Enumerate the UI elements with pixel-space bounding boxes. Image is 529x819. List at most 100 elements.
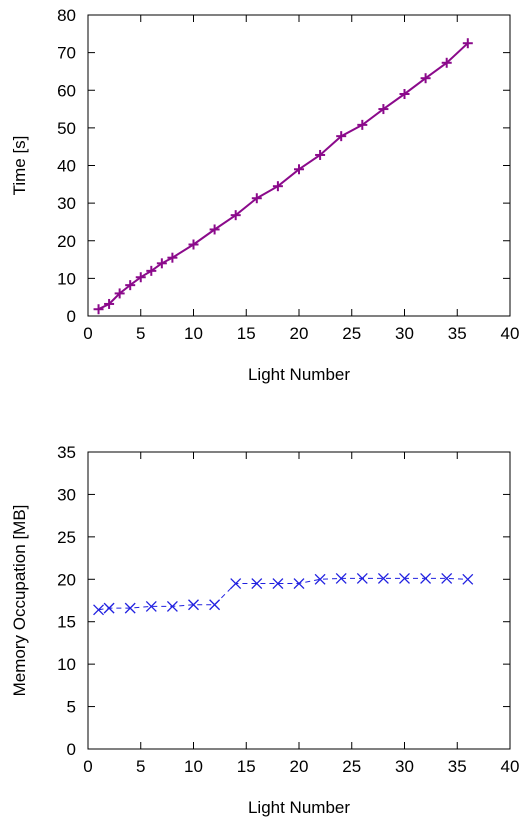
y-axis-label: Time [s] — [10, 136, 29, 196]
data-point — [462, 38, 473, 49]
data-point — [114, 288, 125, 299]
y-tick-label: 30 — [57, 194, 76, 213]
marker-d2 — [420, 572, 432, 584]
marker-d2 — [103, 602, 115, 614]
x-tick-label: 0 — [83, 324, 92, 343]
x-tick-label: 0 — [83, 757, 92, 776]
data-point — [272, 181, 283, 192]
y-tick-label: 5 — [67, 698, 76, 717]
data-point — [377, 572, 389, 584]
x-tick-label: 40 — [501, 757, 520, 776]
series-line — [98, 577, 468, 611]
marker-d2 — [230, 578, 242, 589]
plot-frame — [87, 451, 511, 750]
chart-1: 0 5 10 15 20 25 30 35 40 0 10 20 30 40 50 60 70 80 Light N… — [10, 6, 519, 384]
y-tick-label: 10 — [57, 269, 76, 288]
data-point — [93, 604, 105, 616]
marker-d2 — [335, 572, 347, 584]
x-axis-label: Light Number — [248, 365, 350, 384]
y-tick-label: 30 — [57, 485, 76, 504]
y-tick-label: 25 — [57, 528, 76, 547]
marker-d2 — [399, 572, 410, 584]
x-tick-label: 30 — [395, 324, 414, 343]
data-point — [251, 193, 262, 204]
x-tick-label: 35 — [448, 324, 467, 343]
x-tick-label: 40 — [501, 324, 520, 343]
data-point — [156, 258, 167, 269]
data-point — [188, 599, 199, 611]
x-axis-label: Light Number — [248, 798, 350, 817]
marker-d2 — [124, 602, 136, 614]
y-tick-label: 20 — [57, 232, 76, 251]
data-point — [125, 280, 136, 291]
x-tick-label: 25 — [342, 324, 361, 343]
data-point — [336, 131, 347, 142]
y-tick-label: 60 — [57, 81, 76, 100]
marker-d2 — [209, 599, 221, 611]
x-tick-label: 5 — [136, 757, 145, 776]
data-point — [124, 602, 136, 614]
marker-d2 — [314, 573, 326, 585]
x-tick-label: 10 — [184, 324, 203, 343]
data-point — [145, 600, 157, 612]
x-tick-label: 25 — [342, 757, 361, 776]
data-point — [135, 272, 146, 283]
marker-d2 — [462, 573, 474, 585]
y-tick-label: 10 — [57, 655, 76, 674]
marker-d2 — [188, 599, 199, 611]
y-tick-label: 50 — [57, 119, 76, 138]
x-tick-label: 20 — [290, 324, 309, 343]
marker-d2 — [145, 600, 157, 612]
marker-d2 — [251, 578, 263, 589]
data-point — [209, 599, 221, 611]
data-point — [166, 600, 178, 612]
data-point — [420, 73, 431, 84]
data-point — [272, 578, 284, 589]
data-point — [93, 304, 104, 315]
data-point — [378, 104, 389, 115]
marker-d2 — [93, 604, 105, 616]
series-line — [98, 42, 469, 311]
x-tick-label: 15 — [237, 324, 256, 343]
y-tick-label: 80 — [57, 6, 76, 25]
x-tick-label: 15 — [237, 757, 256, 776]
data-point — [420, 572, 432, 584]
data-point — [146, 265, 157, 276]
x-tick-label: 5 — [136, 324, 145, 343]
data-point — [230, 578, 242, 589]
data-point — [399, 89, 410, 100]
chart-2: 0 5 10 15 20 25 30 35 40 0 5 10 15 20 25 30 35 Light Numb… — [10, 443, 519, 817]
data-point — [356, 572, 368, 584]
data-point — [314, 573, 326, 585]
data-point — [103, 602, 115, 614]
y-tick-label: 20 — [57, 570, 76, 589]
data-point — [315, 149, 326, 160]
y-tick-label: 40 — [57, 157, 76, 176]
data-point — [209, 224, 220, 235]
marker-d2 — [293, 578, 305, 589]
data-point — [335, 572, 347, 584]
x-tick-label: 20 — [290, 757, 309, 776]
marker-d2 — [356, 572, 368, 584]
data-point — [230, 210, 241, 221]
data-point — [294, 164, 304, 175]
x-tick-label: 35 — [448, 757, 467, 776]
y-tick-label: 0 — [67, 307, 76, 326]
data-point — [251, 578, 263, 589]
data-point — [167, 252, 178, 263]
marker-d2 — [166, 600, 178, 612]
x-tick-label: 30 — [395, 757, 414, 776]
data-point — [441, 572, 453, 584]
data-point — [357, 119, 368, 130]
y-tick-label: 0 — [67, 740, 76, 759]
data-point — [462, 573, 474, 585]
data-point — [399, 572, 410, 584]
marker-d2 — [377, 572, 389, 584]
data-point — [188, 239, 199, 250]
x-tick-label: 10 — [184, 757, 203, 776]
data-point — [104, 298, 115, 309]
marker-d2 — [272, 578, 284, 589]
marker-d2 — [441, 572, 453, 584]
y-tick-label: 70 — [57, 44, 76, 63]
